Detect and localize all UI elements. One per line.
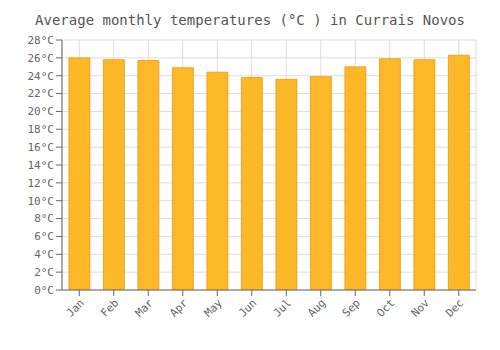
svg-text:Jun: Jun: [236, 296, 259, 319]
svg-text:26°C: 26°C: [28, 52, 55, 65]
svg-text:28°C: 28°C: [28, 34, 55, 47]
svg-text:Jan: Jan: [64, 296, 87, 319]
svg-text:12°C: 12°C: [28, 177, 55, 190]
svg-text:10°C: 10°C: [28, 195, 55, 208]
svg-text:14°C: 14°C: [28, 159, 55, 172]
svg-text:Apr: Apr: [167, 296, 191, 320]
svg-text:24°C: 24°C: [28, 70, 55, 83]
svg-text:4°C: 4°C: [34, 248, 54, 261]
svg-text:Sep: Sep: [340, 296, 363, 319]
svg-text:Oct: Oct: [374, 296, 397, 319]
svg-text:May: May: [202, 296, 226, 320]
svg-text:Mar: Mar: [133, 296, 157, 320]
svg-text:Dec: Dec: [443, 296, 466, 319]
svg-text:8°C: 8°C: [34, 212, 54, 225]
svg-text:Feb: Feb: [98, 296, 121, 319]
svg-text:18°C: 18°C: [28, 123, 55, 136]
svg-text:22°C: 22°C: [28, 87, 55, 100]
svg-text:20°C: 20°C: [28, 105, 55, 118]
svg-text:2°C: 2°C: [34, 266, 54, 279]
svg-text:6°C: 6°C: [34, 230, 54, 243]
svg-text:Jul: Jul: [271, 296, 294, 319]
html-text:Average monthly temperatures (: Average monthly temperatures (°C ) in Cu…: [35, 12, 465, 28]
svg-text:0°C: 0°C: [34, 284, 54, 297]
svg-text:Nov: Nov: [409, 296, 433, 320]
svg-text:Aug: Aug: [305, 296, 328, 319]
svg-text:16°C: 16°C: [28, 141, 55, 154]
